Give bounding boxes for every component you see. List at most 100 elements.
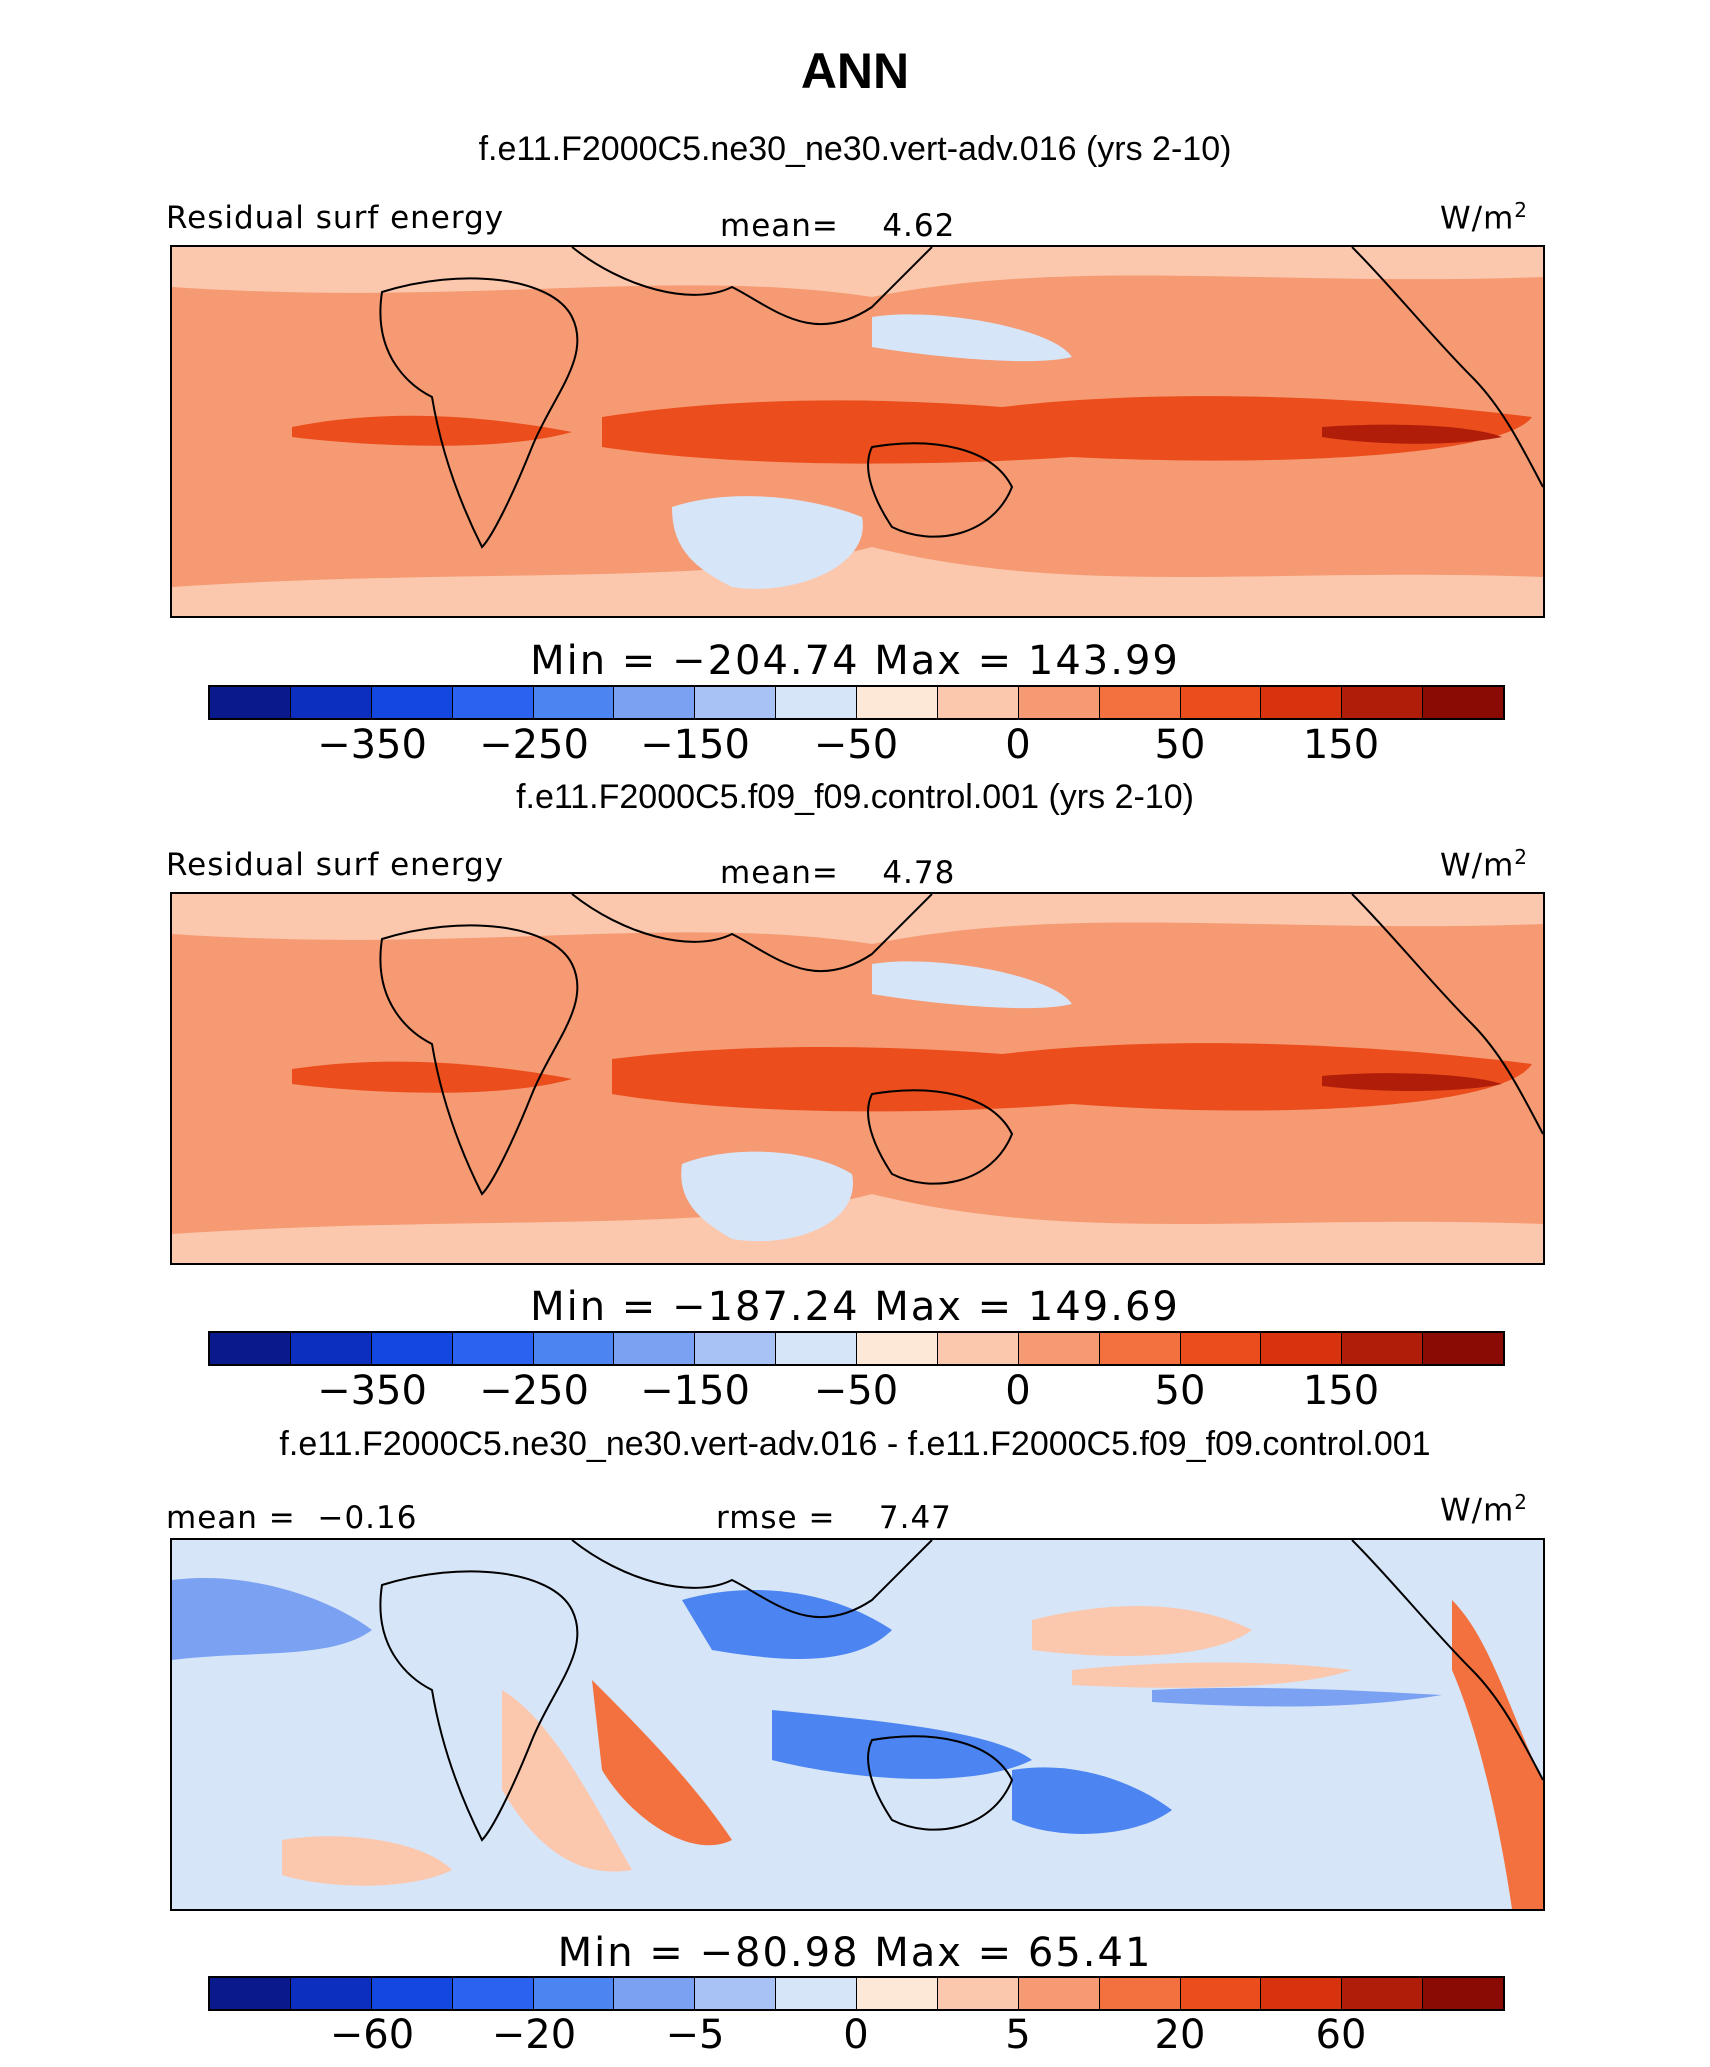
- panel-1-map-svg: [172, 247, 1543, 616]
- main-title: ANN: [800, 43, 910, 99]
- panel-2-america-coast: [1351, 894, 1543, 1135]
- colorbar-box: [695, 687, 777, 718]
- panel-3-map-svg: [172, 1540, 1543, 1909]
- panel-2-map: [170, 892, 1545, 1265]
- panel-2-atlantic-itcz: [292, 1061, 572, 1093]
- panel-2-tick: 50: [1154, 1368, 1206, 1414]
- panel-1-pacific-itcz: [602, 396, 1532, 464]
- panel-1-min-value: −204.74: [672, 638, 860, 684]
- panel-2-map-svg: [172, 894, 1543, 1263]
- panel-1-colorbar: [208, 685, 1505, 720]
- panel-2-max-label: Max =: [874, 1284, 1014, 1330]
- panel-2-max-value: 149.69: [1027, 1284, 1180, 1330]
- colorbar-box: [533, 1333, 615, 1364]
- colorbar-box: [1342, 1978, 1424, 2009]
- colorbar-box: [937, 687, 1019, 718]
- colorbar-box: [452, 1333, 534, 1364]
- colorbar-box: [1261, 1333, 1343, 1364]
- panel-3-units: W/m2: [1440, 1490, 1528, 1528]
- panel-1-max-label: Max =: [874, 638, 1014, 684]
- panel-3-max-label: Max =: [874, 1930, 1014, 1976]
- panel-1-tick: 150: [1302, 722, 1380, 768]
- colorbar-box: [452, 687, 534, 718]
- colorbar-box: [533, 1978, 615, 2009]
- panel-1-units: W/m2: [1440, 198, 1528, 236]
- panel-1-max-value: 143.99: [1027, 638, 1180, 684]
- colorbar-box: [695, 1978, 777, 2009]
- colorbar-box: [776, 1333, 857, 1364]
- colorbar-box: [1099, 1333, 1181, 1364]
- panel-2-tick: −50: [813, 1368, 899, 1414]
- panel-2-asia-coast: [571, 894, 933, 973]
- panel-1-america-coast: [1351, 247, 1543, 488]
- panel-3-east-pacific-positive: [1452, 1600, 1543, 1909]
- panel-1-south-band: [172, 547, 1543, 616]
- panel-3-map: [170, 1538, 1545, 1911]
- panel-1-indian-ocean-low: [672, 496, 863, 589]
- panel-3-asia-low: [682, 1590, 892, 1659]
- panel-3-mean-value: −0.16: [317, 1500, 418, 1536]
- colorbar-box: [1261, 687, 1343, 718]
- panel-2-units: W/m2: [1440, 845, 1528, 883]
- panel-2-units-text: W/m: [1440, 847, 1515, 884]
- panel-2-min-label: Min =: [530, 1284, 658, 1330]
- panel-1-colorbar-ticks: −350 −250 −150 −50 0 50 150: [0, 722, 1710, 772]
- panel-2-colorbar-ticks: −350 −250 −150 −50 0 50 150: [0, 1368, 1710, 1418]
- colorbar-box: [210, 1978, 291, 2009]
- panel-3-tick: 60: [1315, 2012, 1367, 2058]
- panel-1-min-label: Min =: [530, 638, 658, 684]
- colorbar-box: [1342, 687, 1424, 718]
- panel-2-africa-coast: [379, 924, 579, 1196]
- panel-3-south-pacific-low: [1012, 1767, 1172, 1834]
- panel-3-atlantic-low: [172, 1578, 372, 1660]
- colorbar-box: [614, 1333, 696, 1364]
- panel-3-america-coast: [1351, 1540, 1543, 1781]
- panel-3-max-value: 65.41: [1027, 1930, 1153, 1976]
- panel-1-mean: mean= 4.62: [720, 208, 955, 244]
- panel-3-tick: −5: [665, 2012, 725, 2058]
- panel-2-mean-value: 4.78: [882, 855, 956, 891]
- colorbar-box: [614, 687, 696, 718]
- panel-3-australia-coast: [867, 1735, 1014, 1831]
- panel-3-asia-coast: [571, 1540, 933, 1619]
- panel-1-tick: 0: [1005, 722, 1031, 768]
- panel-2-tick: −150: [640, 1368, 750, 1414]
- panel-3-indian-ocean-positive: [592, 1680, 732, 1846]
- panel-1-itcz-core: [1322, 424, 1502, 444]
- colorbar-box: [290, 1333, 372, 1364]
- panel-2-variable-label: Residual surf energy: [166, 847, 505, 883]
- panel-2-australia-coast: [867, 1089, 1014, 1185]
- colorbar-box: [533, 687, 615, 718]
- panel-1-variable-label: Residual surf energy: [166, 200, 505, 236]
- panel-2-mean-label: mean=: [720, 855, 839, 891]
- panel-2-title: f.e11.F2000C5.f09_f09.control.001 (yrs 2…: [516, 778, 1194, 816]
- colorbar-box: [371, 687, 453, 718]
- panel-3-colorbar: [208, 1976, 1505, 2011]
- panel-1-atlantic-itcz: [292, 415, 572, 446]
- panel-3-min-label: Min =: [557, 1930, 685, 1976]
- panel-1-map: [170, 245, 1545, 618]
- panel-2-pacific-itcz: [612, 1043, 1532, 1112]
- colorbar-box: [290, 1978, 372, 2009]
- panel-2-tick: −250: [479, 1368, 589, 1414]
- panel-3-units-text: W/m: [1440, 1492, 1515, 1529]
- panel-3-tick: 20: [1154, 2012, 1206, 2058]
- colorbar-box: [1261, 1978, 1343, 2009]
- panel-3-mean: mean = −0.16: [166, 1500, 417, 1536]
- panel-3-colorbar-ticks: −60 −20 −5 0 5 20 60: [0, 2012, 1710, 2062]
- panel-1-mean-label: mean=: [720, 208, 839, 244]
- panel-2-tick: 0: [1005, 1368, 1031, 1414]
- panel-1-north-pacific-low: [872, 314, 1072, 362]
- panel-2-mean: mean= 4.78: [720, 855, 955, 891]
- colorbar-box: [1180, 687, 1262, 718]
- panel-3-equatorial-low: [1152, 1687, 1442, 1707]
- panel-3-rmse: rmse = 7.47: [716, 1500, 952, 1536]
- panel-1-tick: −150: [640, 722, 750, 768]
- colorbar-box: [210, 687, 291, 718]
- colorbar-box: [857, 1333, 938, 1364]
- panel-1-mean-value: 4.62: [882, 208, 956, 244]
- panel-3-north-pacific-positive: [1032, 1606, 1252, 1656]
- colorbar-box: [1423, 1978, 1503, 2009]
- colorbar-box: [1099, 1978, 1181, 2009]
- colorbar-box: [1180, 1978, 1262, 2009]
